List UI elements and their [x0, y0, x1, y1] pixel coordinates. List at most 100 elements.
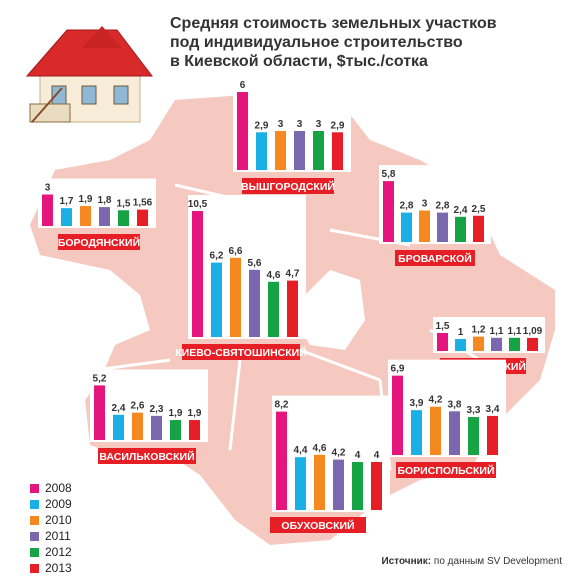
- bar: [61, 208, 72, 226]
- bar: [455, 339, 466, 351]
- data-label: 2,9: [255, 120, 269, 131]
- data-label: 2,4: [112, 403, 126, 414]
- bar: [491, 337, 502, 351]
- title-line-3: в Киевской области, $тыс./сотка: [170, 53, 428, 70]
- data-label: 1,56: [133, 198, 153, 209]
- data-label: 1,1: [508, 326, 522, 337]
- data-label: 1,1: [490, 326, 504, 337]
- region-label: БРОВАРСКОЙ: [398, 252, 472, 265]
- district-chart: 5,8 2,8 3 2,8 2,4 2,5 БРОВАРСКОЙ: [379, 165, 491, 266]
- bar: [455, 216, 466, 242]
- bar: [137, 209, 148, 226]
- data-label: 3: [297, 119, 303, 130]
- data-label: 8,2: [275, 400, 289, 411]
- legend-item-2012: 2012: [30, 544, 72, 560]
- data-label: 4,6: [267, 270, 281, 281]
- house-illustration: [22, 18, 157, 133]
- bar: [473, 336, 484, 351]
- data-label: 2,6: [131, 401, 145, 412]
- region-label: ВАСИЛЬКОВСКИЙ: [99, 450, 194, 463]
- bar: [333, 459, 344, 510]
- data-label: 3,3: [467, 405, 481, 416]
- data-label: 1,9: [188, 408, 202, 419]
- data-label: 4: [374, 450, 380, 461]
- chart-backing: [433, 317, 545, 353]
- legend-item-2008: 2008: [30, 480, 72, 496]
- bar: [276, 411, 287, 510]
- data-label: 3: [45, 183, 51, 194]
- bar: [430, 406, 441, 455]
- bar: [401, 212, 412, 242]
- district-chart: 10,5 6,2 6,6 5,6 4,6 4,7 КИЕВО-СВЯТОШИНСКИЙ: [175, 195, 307, 360]
- data-label: 1: [458, 327, 464, 338]
- bar: [352, 462, 363, 510]
- data-label: 3: [316, 119, 322, 130]
- district-chart: 8,2 4,4 4,6 4,2 4 4 ОБУХОВСКИЙ: [270, 395, 390, 533]
- bar: [527, 337, 538, 351]
- data-label: 1,9: [169, 408, 183, 419]
- data-label: 4,4: [294, 445, 308, 456]
- data-label: 5,2: [93, 373, 107, 384]
- district-chart: 6,9 3,9 4,2 3,8 3,3 3,4 БОРИСПОЛЬСКИЙ: [388, 359, 506, 478]
- region-label: БОРОДЯНСКИЙ: [58, 236, 140, 249]
- region-label: КИЕВО-СВЯТОШИНСКИЙ: [175, 346, 306, 359]
- bar: [383, 181, 394, 242]
- data-label: 2,4: [454, 205, 468, 216]
- data-label: 3,9: [410, 398, 424, 409]
- data-label: 4,7: [286, 269, 300, 280]
- region-label-box: [395, 250, 475, 266]
- data-label: 1,5: [117, 198, 131, 209]
- bar: [237, 92, 248, 170]
- source-note: Источник: по данным SV Development: [381, 556, 562, 567]
- data-label: 1,2: [472, 325, 486, 336]
- region-label: ВЫШГОРОДСКИЙ: [241, 180, 335, 193]
- bar: [113, 414, 124, 440]
- data-label: 3: [422, 199, 428, 210]
- region-label-box: [98, 448, 196, 464]
- region-label-box: [396, 462, 496, 478]
- kiev-city-cutout: [295, 270, 365, 350]
- bar: [230, 257, 241, 337]
- data-label: 2,8: [436, 201, 450, 212]
- data-label: 10,5: [188, 199, 208, 210]
- data-label: 2,5: [472, 204, 486, 215]
- bar: [275, 131, 286, 170]
- chart-backing: [233, 76, 351, 172]
- title-line-2: под индивидуальное строительство: [170, 34, 463, 51]
- legend-item-2010: 2010: [30, 512, 72, 528]
- data-label: 1,5: [436, 321, 450, 332]
- data-label: 6,6: [229, 246, 243, 257]
- bar: [419, 210, 430, 242]
- bar: [118, 210, 129, 226]
- data-label: 1,7: [60, 196, 74, 207]
- data-label: 2,9: [331, 120, 345, 131]
- bar: [99, 207, 110, 226]
- legend-item-2011: 2011: [30, 528, 72, 544]
- legend-item-2009: 2009: [30, 496, 72, 512]
- bar: [42, 194, 53, 226]
- legend: 2008 2009 2010 2011 2012 2013: [30, 480, 72, 576]
- district-chart: 3 1,7 1,9 1,8 1,5 1,56 БОРОДЯНСКИЙ: [38, 178, 156, 250]
- legend-item-2013: 2013: [30, 560, 72, 576]
- bar: [313, 131, 324, 170]
- bar: [189, 420, 200, 440]
- data-label: 2,3: [150, 404, 164, 415]
- bar: [371, 462, 382, 510]
- chart-backing: [90, 369, 208, 442]
- bar: [437, 212, 448, 242]
- district-chart: 6 2,9 3 3 3 2,9 ВЫШГОРОДСКИЙ: [233, 76, 351, 194]
- data-label: 4: [355, 450, 361, 461]
- bar: [256, 132, 267, 170]
- data-label: 3,8: [448, 399, 462, 410]
- data-label: 3,4: [486, 404, 500, 415]
- bar: [94, 385, 105, 440]
- bar: [211, 262, 222, 337]
- bar: [249, 269, 260, 337]
- bar: [314, 454, 325, 510]
- bar: [192, 211, 203, 337]
- bar: [295, 457, 306, 510]
- data-label: 4,6: [313, 443, 327, 454]
- bar: [132, 412, 143, 440]
- bar: [468, 417, 479, 455]
- region-label: БОРИСПОЛЬСКИЙ: [397, 464, 494, 477]
